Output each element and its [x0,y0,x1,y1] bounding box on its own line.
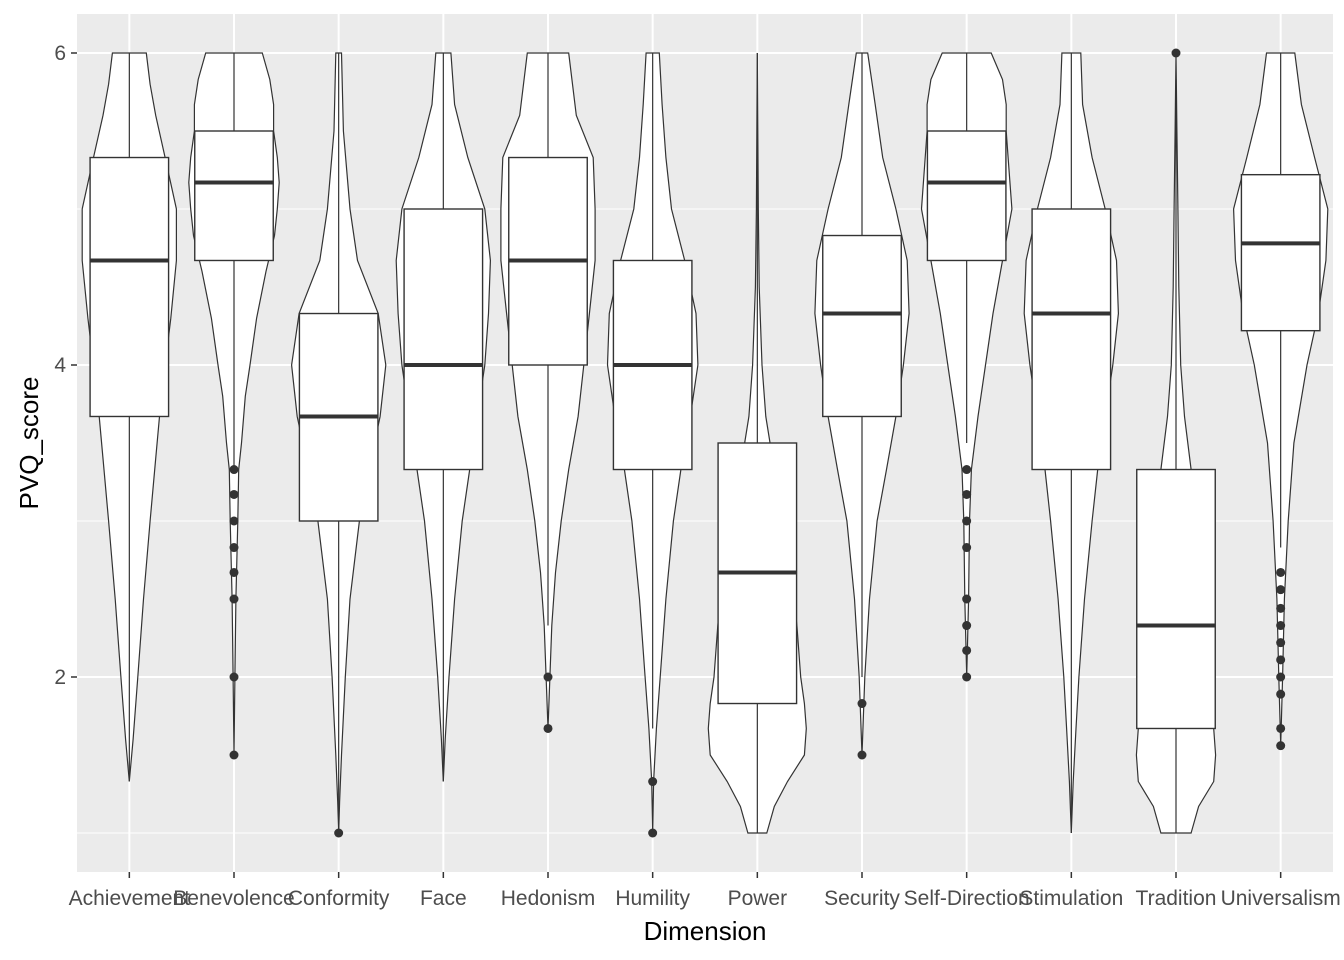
outlier-point [229,489,239,499]
outlier-point [229,465,239,475]
boxplot-self-direction [926,53,1007,443]
outlier-point [229,750,239,760]
box [1136,468,1216,730]
box [926,130,1007,262]
outlier-point [1276,723,1286,733]
x-tick-label-tradition: Tradition [1136,887,1217,910]
y-axis: 2 4 6 [54,42,77,689]
outlier-point [1276,672,1286,682]
outlier-point [1276,603,1286,613]
outlier-point [1276,621,1286,631]
box [1240,173,1321,332]
outlier-point [1276,689,1286,699]
outlier-point [1276,567,1286,577]
y-tick-label: 2 [54,666,66,689]
boxplot-tradition [1136,79,1216,833]
outlier-point [962,516,972,526]
outlier-point [857,699,867,709]
x-tick-label-hedonism: Hedonism [501,887,596,910]
x-tick-label-conformity: Conformity [288,887,390,910]
panel-background [77,14,1333,872]
outlier-point [229,672,239,682]
x-tick-label-stimulation: Stimulation [1019,887,1123,910]
x-tick-label-security: Security [824,887,900,910]
x-tick-label-face: Face [420,887,467,910]
y-axis-title: PVQ_score [14,377,44,510]
boxplot-hedonism [508,53,588,626]
outlier-point [857,750,867,760]
boxplot-face [403,53,484,782]
outlier-point [1276,655,1286,665]
outlier-point [1171,48,1181,58]
y-tick-label: 4 [54,354,66,377]
outlier-point [334,828,344,838]
outlier-point [543,672,553,682]
outlier-point [962,672,972,682]
boxplot-humility [612,53,693,729]
box [822,234,902,418]
outlier-point [1276,585,1286,595]
boxplot-benevolence [194,53,274,470]
x-axis-title: Dimension [644,916,767,946]
boxplot-achievement [89,53,170,782]
x-tick-label-power: Power [728,887,788,910]
box [194,130,274,262]
boxplots-layer [89,53,1321,833]
outlier-point [648,777,658,787]
outlier-point [1276,638,1286,648]
x-tick-label-benevolence: Benevolence [173,887,294,910]
box [89,156,170,418]
boxplot-universalism [1240,53,1321,548]
outlier-point [962,645,972,655]
outlier-point [648,828,658,838]
box [1031,208,1112,471]
outlier-point [229,567,239,577]
outlier-point [229,516,239,526]
x-tick-label-achievement: Achievement [69,887,191,910]
box [403,208,484,471]
outlier-point [962,621,972,631]
outlier-point [1276,741,1286,751]
boxplot-security [822,53,902,677]
outlier-point [229,594,239,604]
outlier-point [962,543,972,553]
outliers-layer [229,48,1286,838]
boxplot-stimulation [1031,53,1112,833]
boxplot-conformity [298,53,379,833]
outlier-point [962,489,972,499]
outlier-point [962,594,972,604]
outlier-point [962,465,972,475]
x-tick-label-self-direction: Self-Direction [904,887,1030,910]
x-tick-label-universalism: Universalism [1221,887,1341,910]
outlier-point [229,543,239,553]
outlier-point [543,723,553,733]
x-tick-label-humility: Humility [615,887,690,910]
y-tick-label: 6 [54,42,66,65]
boxplot-power [717,53,798,833]
plot-panel [77,14,1333,872]
